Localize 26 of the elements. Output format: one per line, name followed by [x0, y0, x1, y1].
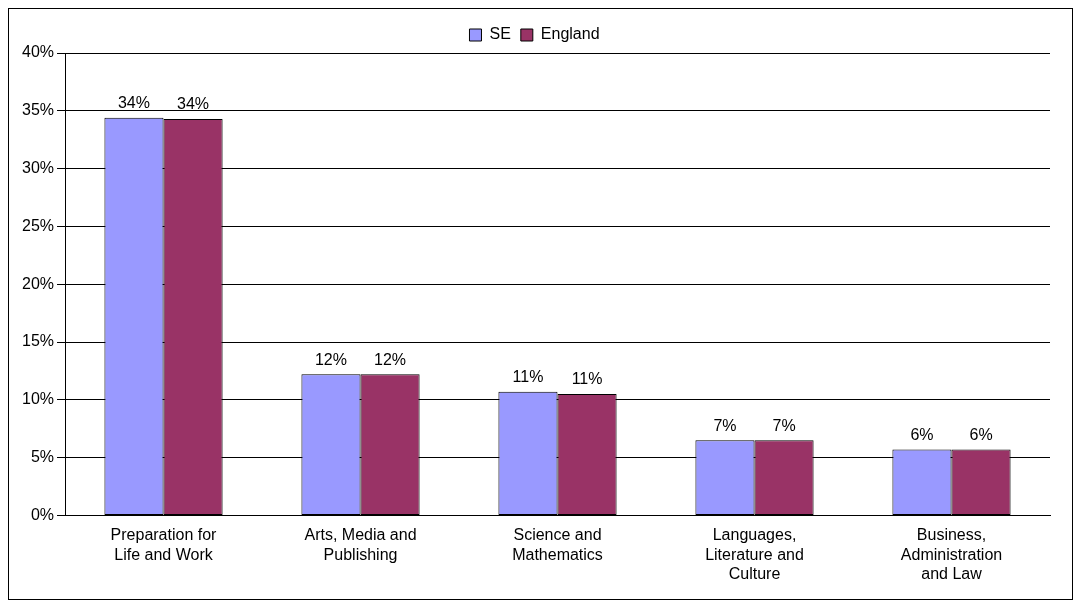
x-tick-label: Business, Administration and Law — [900, 526, 1003, 582]
y-tick-label: 5% — [30, 448, 55, 466]
x-tick-label: Arts, Media and Publishing — [304, 526, 417, 563]
data-label: 7% — [772, 416, 796, 434]
data-label: 6% — [969, 425, 993, 443]
y-tick-label: 35% — [21, 101, 55, 119]
y-tick-label: 40% — [21, 43, 55, 61]
x-tick-label: Science and Mathematics — [512, 526, 603, 563]
legend-label: SE — [489, 25, 511, 43]
y-tick-label: 0% — [30, 505, 55, 523]
y-tick-label: 10% — [21, 390, 55, 408]
data-label: 11% — [571, 370, 603, 388]
x-tick-label: Preparation for Life and Work — [110, 526, 218, 563]
y-tick-label: 25% — [21, 216, 55, 234]
legend-label: England — [540, 25, 600, 43]
x-tick-label: Languages, Literature and Culture — [705, 526, 804, 582]
data-label: 12% — [314, 350, 347, 368]
y-tick-label: 20% — [21, 274, 55, 292]
data-label: 11% — [512, 368, 544, 386]
y-tick-label: 30% — [21, 159, 55, 177]
data-label: 34% — [117, 94, 150, 112]
data-label: 12% — [374, 350, 407, 368]
y-tick-label: 15% — [21, 332, 55, 350]
data-label: 34% — [177, 95, 210, 113]
data-label: 7% — [713, 416, 737, 434]
data-label: 6% — [910, 425, 934, 443]
